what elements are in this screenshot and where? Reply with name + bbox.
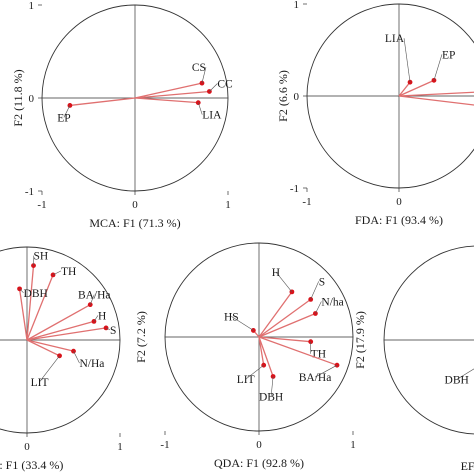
chart-3-leader-s [105, 327, 111, 331]
chart-4-label-n-ha: N/ha [321, 297, 343, 309]
chart-4-label-h: H [272, 267, 280, 279]
chart-4-x-axis-title: QDA: F1 (92.8 %) [214, 456, 304, 470]
chart-1-y-tick-label-0: -1 [25, 186, 34, 198]
chart-2-x-tick-label-0: -1 [302, 196, 311, 208]
chart-1-vector-cs [134, 82, 203, 99]
chart-4-x-tick-label-0: -1 [160, 439, 169, 451]
chart-4-label-s: S [319, 276, 325, 288]
chart-1-vector-cc [134, 90, 210, 99]
chart-1-vector-lia [134, 97, 199, 104]
chart-3-vector-h [26, 320, 95, 341]
chart-4-vector-th [258, 336, 311, 343]
chart-2-vector-c [398, 91, 474, 97]
chart-2-vector-lia [398, 81, 411, 97]
chart-4-vector-dbh [258, 336, 274, 377]
chart-2-y-tick-label-0: -1 [290, 183, 299, 195]
chart-2-label-lia: LIA [385, 33, 405, 45]
chart-3-leader-th [52, 270, 62, 276]
chart-4-leader-h [275, 271, 293, 293]
chart-1-label-lia: LIA [202, 110, 222, 122]
chart-4-label-dbh: DBH [259, 391, 283, 403]
chart-4-label-lit: LIT [237, 374, 255, 386]
chart-3-vector-n-ha [26, 339, 74, 352]
chart-1-y-axis-title: F2 (11.8 %) [11, 69, 25, 126]
chart-1-leader-lia [197, 102, 203, 115]
chart-3: 0 1 A: F1 (33.4 %) SH TH DBH BA/Ha HS N/Ha LIT [0, 246, 123, 472]
chart-4-leader-hs [231, 316, 254, 331]
chart-2-y-axis-title: F2 (6.6 %) [276, 70, 290, 122]
chart-3-leader-ba-ha [89, 294, 95, 305]
chart-5-x-axis-title: EFA: F [461, 459, 474, 473]
chart-4-y-axis-title: F2 (7.2 %) [134, 311, 148, 363]
chart-1-x-tick-label-1: 0 [132, 199, 138, 211]
chart-3-x-tick-label-1: 1 [117, 441, 123, 453]
chart-4-x-tick-label-1: 0 [256, 439, 262, 451]
chart-3-label-h: H [98, 310, 106, 322]
chart-3-x-axis-title: A: F1 (33.4 %) [0, 458, 63, 472]
chart-4-x-tick-label-2: 1 [350, 439, 356, 451]
chart-5-label-dbh: DBH [445, 375, 469, 387]
chart-4-vector-n-ha [258, 312, 316, 338]
chart-2-leader-ep [433, 54, 443, 81]
chart-1-vector-ep [69, 97, 136, 107]
chart-3-label-dbh: DBH [24, 288, 48, 300]
chart-3-label-s: S [110, 325, 116, 337]
chart-2-leader-lia [403, 38, 411, 83]
chart-5: EFA: F F2 (17.9 %) DBH [353, 245, 474, 473]
chart-2-x-axis-title: FDA: F1 (93.4 %) [355, 213, 443, 227]
chart-2-vector-ep [398, 79, 435, 97]
chart-3-leader-h [93, 315, 99, 322]
chart-2-x-tick-label-1: 0 [396, 196, 402, 208]
chart-3-vector-th [26, 274, 54, 341]
chart-4-leader-s [310, 281, 319, 300]
chart-3-leader-lit [39, 355, 60, 382]
chart-2-label-ep: EP [442, 49, 455, 61]
chart-2-y-tick-label-1: 0 [294, 91, 300, 103]
chart-4-label-ba-ha: BA/Ha [299, 372, 332, 384]
chart-1-leader-cs [201, 67, 207, 84]
chart-3-label-ba-ha: BA/Ha [78, 290, 111, 302]
chart-4-vector-h [258, 291, 293, 338]
chart-3-leader-dbh [19, 288, 24, 294]
chart-1-label-ep: EP [57, 112, 70, 124]
chart-2-vector-cs [398, 95, 474, 106]
chart-1-x-axis-title: MCA: F1 (71.3 %) [89, 216, 180, 230]
chart-3-vector-dbh [18, 288, 28, 341]
chart-2-y-tick-label-2: 1 [294, 0, 300, 11]
chart-1: -1 0 1 -1 0 1 MCA: F1 (71.3 %) F2 (11.8 %) CS CC L… [11, 0, 233, 230]
chart-4-leader-dbh [270, 376, 274, 397]
chart-3-label-sh: SH [34, 251, 49, 263]
chart-4-leader-n-ha [315, 301, 322, 314]
chart-3-vector-ba-ha [26, 304, 91, 341]
chart-1-leader-cc [209, 83, 218, 92]
chart-4-vector-ba-ha [258, 336, 338, 366]
chart-5-y-axis-title: F2 (17.9 %) [353, 311, 367, 369]
chart-4-vector-s [258, 298, 312, 338]
chart-4-point-hs [250, 328, 256, 333]
chart-4-leader-ba-ha [314, 364, 338, 378]
chart-4-label-hs: HS [224, 311, 239, 323]
chart-3-leader-n-ha [73, 351, 80, 364]
chart-1-leader-ep [63, 105, 71, 118]
chart-1-label-cs: CS [192, 62, 206, 74]
chart-3-label-lit: LIT [31, 377, 49, 389]
chart-1-y-tick-label-1: 0 [29, 93, 35, 105]
chart-1-label-cc: CC [217, 78, 233, 90]
chart-1-x-tick-label-2: 1 [225, 199, 231, 211]
chart-3-vector-lit [26, 339, 60, 357]
chart-3-x-tick-label-0: 0 [24, 441, 30, 453]
chart-3-label-n-ha: N/Ha [80, 358, 105, 370]
chart-1-x-tick-label-0: -1 [37, 199, 46, 211]
chart-3-vector-sh [26, 265, 35, 341]
chart-3-vector-s [26, 327, 107, 341]
chart-5-leader-dbh [456, 368, 474, 380]
chart-1-y-tick-label-2: 1 [29, 0, 35, 12]
chart-3-label-th: TH [61, 266, 76, 278]
chart-4-vector-lit [258, 336, 265, 366]
chart-4-leader-lit [245, 364, 264, 380]
